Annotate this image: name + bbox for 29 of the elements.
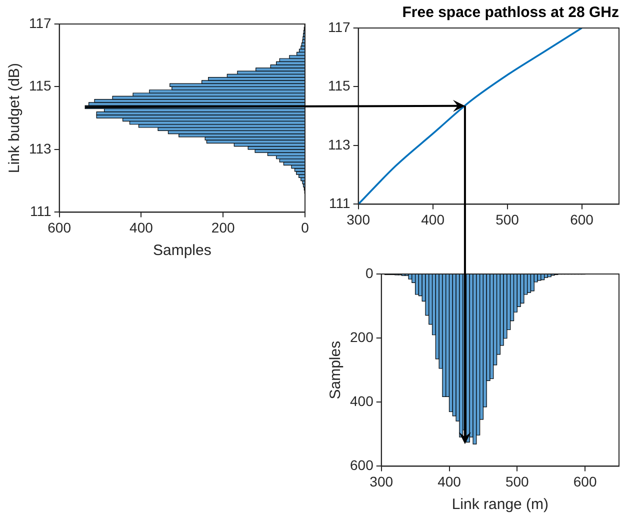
y-tick-label: 400 <box>350 392 374 409</box>
x-tick-label: 200 <box>211 219 235 236</box>
x-tick-label: 300 <box>346 211 370 228</box>
y-tick-label: 111 <box>30 203 52 220</box>
chart-title: Free space pathloss at 28 GHz <box>402 4 619 22</box>
y-tick-label: 117 <box>328 18 351 35</box>
y-tick-label: 113 <box>28 140 52 156</box>
x-tick-label: 600 <box>48 219 72 236</box>
x-tick-label: 0 <box>301 219 310 236</box>
x-tick-label: 500 <box>496 211 520 228</box>
y-tick-label: 117 <box>28 14 52 31</box>
y-axis-title: Samples <box>327 340 344 400</box>
x-tick-label: 400 <box>438 473 462 490</box>
y-axis-title: Link budget (dB) <box>6 63 24 174</box>
x-tick-label: 400 <box>421 211 445 228</box>
x-tick-label: 600 <box>570 211 594 228</box>
x-tick-label: 500 <box>505 473 530 490</box>
y-tick-label: 0 <box>366 264 374 281</box>
y-tick-label: 600 <box>350 457 374 474</box>
x-tick-label: 600 <box>573 473 597 490</box>
y-tick-label: 115 <box>328 78 351 94</box>
y-tick-label: 113 <box>328 136 351 152</box>
x-axis-title: Samples <box>152 242 212 260</box>
x-axis-title: Link range (m) <box>452 496 549 514</box>
x-tick-label: 400 <box>130 219 154 236</box>
x-tick-label: 300 <box>370 473 394 490</box>
y-tick-label: 200 <box>350 328 374 345</box>
y-tick-label: 115 <box>28 78 52 94</box>
y-tick-label: 111 <box>329 195 351 212</box>
